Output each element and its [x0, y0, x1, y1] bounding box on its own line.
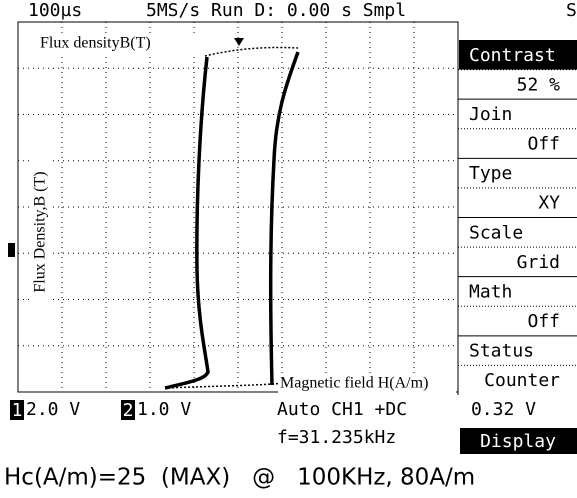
menu-item[interactable]: Type: [469, 163, 512, 184]
menu-item[interactable]: Off: [527, 311, 560, 332]
menu-item[interactable]: Join: [469, 104, 512, 125]
y-label-top: Flux densityB(T): [40, 35, 151, 52]
menu-item[interactable]: Counter: [484, 370, 560, 391]
menu-item[interactable]: Grid: [517, 252, 560, 273]
ch-marker: [8, 243, 15, 257]
menu-item[interactable]: Scale: [469, 222, 523, 243]
oscilloscope-screenshot: 100µs 5MS/s Run D: 0.00 s Smpl S Flux de…: [0, 0, 577, 498]
menu-item[interactable]: Contrast: [469, 45, 556, 66]
menu-item[interactable]: Off: [527, 134, 560, 155]
status: 5MS/s Run D: 0.00 s Smpl: [146, 0, 406, 21]
trigger: Auto CH1 +DC: [277, 399, 407, 420]
ch1-label: 1: [12, 400, 23, 421]
menu-item[interactable]: XY: [538, 193, 560, 214]
mode: S: [566, 0, 577, 21]
timebase: 100µs: [28, 0, 82, 21]
ch2-label: 2: [123, 400, 134, 421]
menu-item[interactable]: Math: [469, 281, 512, 302]
y-label-side: Flux Density,B (T): [32, 171, 49, 292]
ch2-scale: 1.0 V: [137, 399, 191, 420]
menu-item[interactable]: 52 %: [517, 74, 561, 95]
menu-item[interactable]: Status: [469, 341, 534, 362]
counter-reading: 0.32 V: [471, 399, 536, 420]
ch1-scale: 2.0 V: [26, 399, 80, 420]
display-label[interactable]: Display: [480, 431, 556, 452]
x-label: Magnetic field H(A/m): [280, 375, 428, 392]
frequency: f=31.235kHz: [277, 427, 396, 448]
caption: Hc(A/m)=25 (MAX) @ 100KHz, 80A/m: [4, 465, 475, 491]
